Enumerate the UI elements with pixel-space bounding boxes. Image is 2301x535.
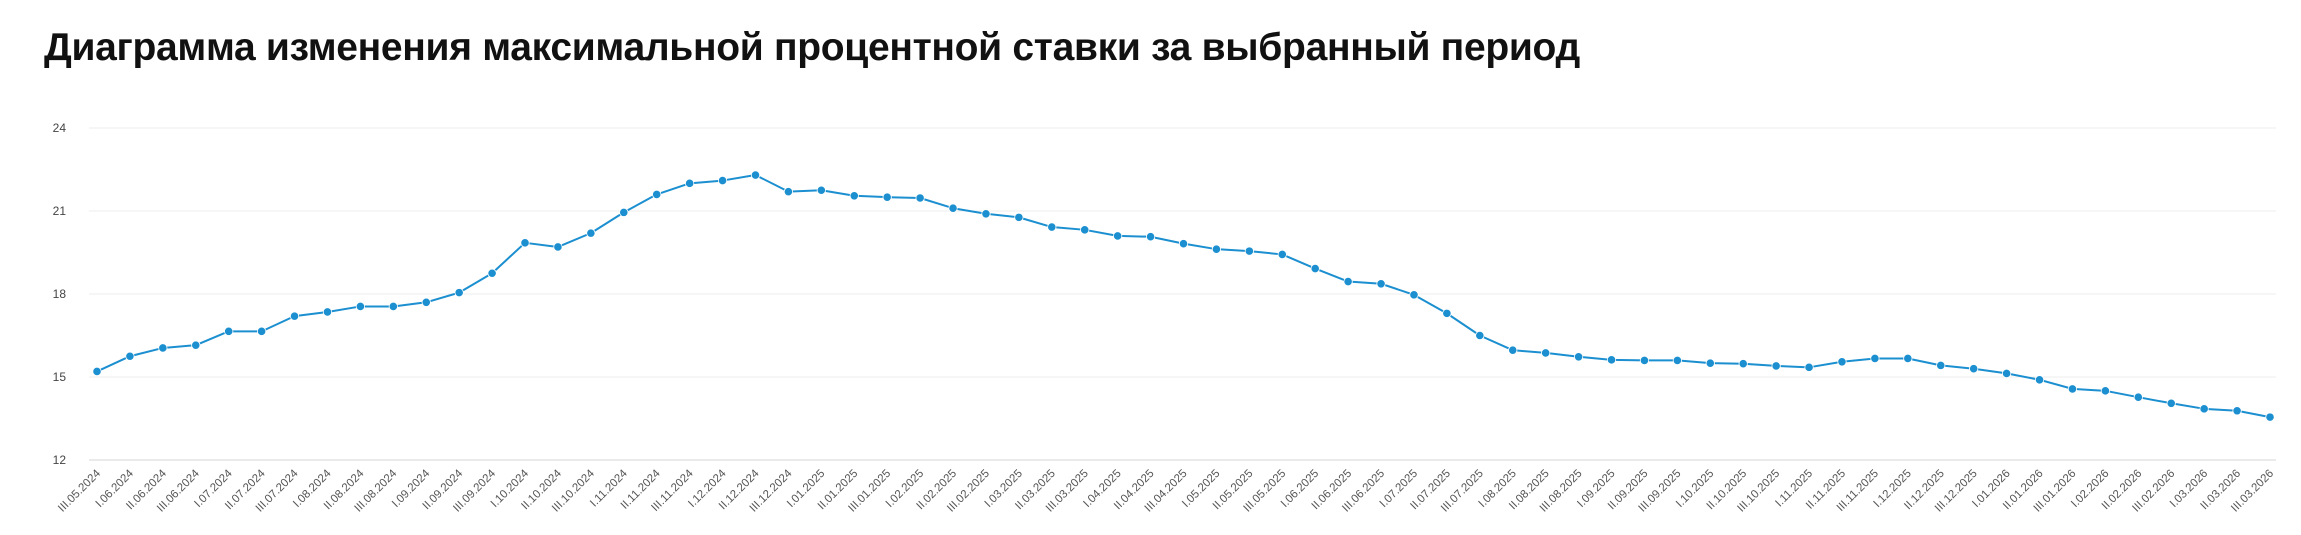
data-point[interactable] <box>1771 361 1781 371</box>
data-point[interactable] <box>1409 290 1419 300</box>
data-point[interactable] <box>2232 406 2242 416</box>
data-point[interactable] <box>1475 330 1485 341</box>
data-point[interactable] <box>191 340 201 350</box>
data-point[interactable] <box>915 193 925 203</box>
data-point[interactable] <box>2067 384 2078 394</box>
data-point[interactable] <box>1639 355 1650 365</box>
data-point[interactable] <box>882 192 892 202</box>
data-point[interactable] <box>1014 212 1024 222</box>
data-point[interactable] <box>1969 364 1979 374</box>
data-point[interactable] <box>224 326 234 336</box>
data-point[interactable] <box>1310 263 1320 274</box>
data-point[interactable] <box>2034 375 2045 385</box>
data-point[interactable] <box>816 185 826 195</box>
data-point[interactable] <box>1936 360 1946 370</box>
data-point[interactable] <box>1573 352 1584 362</box>
data-point[interactable] <box>948 203 958 213</box>
data-point[interactable] <box>1343 276 1353 287</box>
data-point[interactable] <box>1211 244 1222 254</box>
data-point[interactable] <box>520 238 530 248</box>
data-point[interactable] <box>1705 358 1715 368</box>
y-tick-label: 15 <box>53 370 67 384</box>
y-tick-label: 18 <box>53 287 67 301</box>
x-axis-tick-labels: III.05.2024I.06.2024II.06.2024III.06.202… <box>56 467 2276 514</box>
data-point[interactable] <box>454 288 464 298</box>
data-point[interactable] <box>981 209 991 219</box>
data-point[interactable] <box>2133 392 2143 402</box>
data-point[interactable] <box>2265 412 2275 422</box>
data-point[interactable] <box>1508 345 1518 355</box>
grid-lines <box>89 127 2276 461</box>
data-point[interactable] <box>1047 222 1057 232</box>
data-point[interactable] <box>1277 249 1287 260</box>
data-point[interactable] <box>355 301 365 312</box>
y-tick-label: 21 <box>53 204 67 218</box>
data-point[interactable] <box>1145 232 1156 242</box>
data-point[interactable] <box>783 187 794 197</box>
y-axis-tick-labels: 12 15 18 21 24 <box>53 121 67 467</box>
data-point[interactable] <box>1113 231 1123 241</box>
data-point[interactable] <box>1738 359 1748 369</box>
data-point[interactable] <box>2199 404 2209 414</box>
data-point[interactable] <box>586 228 596 238</box>
data-point[interactable] <box>158 343 168 353</box>
data-point[interactable] <box>1442 308 1452 318</box>
data-point[interactable] <box>1080 225 1090 235</box>
data-point[interactable] <box>322 307 333 317</box>
chart-title: Диаграмма изменения максимальной процент… <box>44 26 1580 69</box>
data-point[interactable] <box>2166 398 2176 408</box>
data-point[interactable] <box>1870 353 1880 364</box>
data-points <box>92 170 2275 422</box>
data-point[interactable] <box>2002 368 2012 379</box>
data-point[interactable] <box>2100 386 2110 396</box>
y-tick-label: 12 <box>53 453 67 467</box>
data-point[interactable] <box>421 297 431 307</box>
data-point[interactable] <box>652 189 662 199</box>
data-point[interactable] <box>92 366 102 377</box>
x-tick-label: III.05.2024 <box>56 467 103 514</box>
data-point[interactable] <box>1244 246 1254 256</box>
data-point[interactable] <box>1541 348 1551 358</box>
data-point[interactable] <box>1903 353 1913 364</box>
data-point[interactable] <box>1178 239 1189 249</box>
data-point[interactable] <box>1606 355 1617 365</box>
data-point[interactable] <box>487 268 497 278</box>
data-point[interactable] <box>388 301 398 312</box>
data-point[interactable] <box>1804 362 1814 372</box>
data-point[interactable] <box>750 170 761 180</box>
data-point[interactable] <box>257 326 267 336</box>
data-point[interactable] <box>849 191 859 201</box>
y-tick-label: 24 <box>53 121 67 135</box>
data-point[interactable] <box>619 207 629 217</box>
data-point[interactable] <box>1672 355 1682 365</box>
data-point[interactable] <box>717 175 728 186</box>
data-point[interactable] <box>685 178 695 188</box>
data-point[interactable] <box>1376 279 1386 289</box>
data-point[interactable] <box>553 242 563 252</box>
data-point[interactable] <box>1837 357 1847 367</box>
data-point[interactable] <box>289 311 300 321</box>
data-point[interactable] <box>125 351 135 361</box>
